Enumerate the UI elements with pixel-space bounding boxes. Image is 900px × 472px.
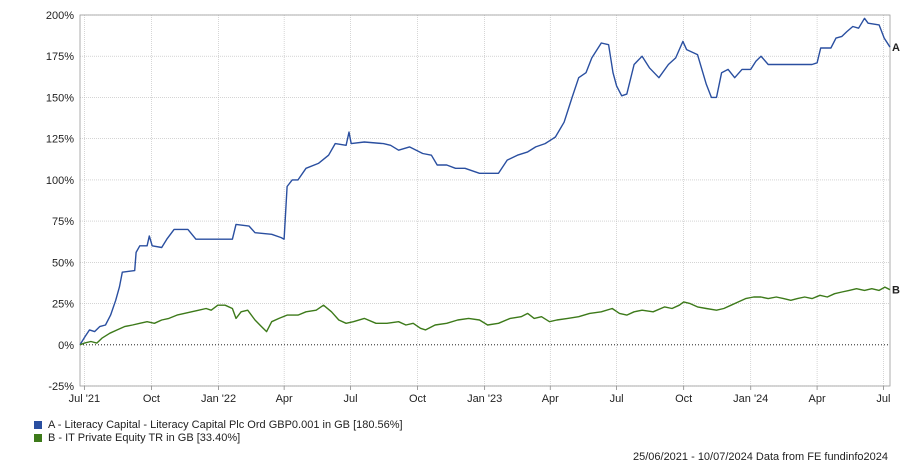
data-source-footer: 25/06/2021 - 10/07/2024 Data from FE fun…: [632, 451, 888, 463]
y-tick-label: 125%: [46, 134, 74, 146]
y-tick-label: -25%: [48, 381, 74, 393]
y-tick-label: 100%: [46, 175, 74, 187]
x-tick-label: Jan '22: [201, 393, 236, 405]
x-tick-label: Jan '23: [467, 393, 502, 405]
axes: [79, 14, 891, 390]
x-tick-label: Oct: [143, 393, 160, 405]
legend-swatch-b: [34, 433, 42, 442]
series: [79, 17, 891, 346]
series-end-label-a: A: [892, 42, 900, 54]
series-end-label-b: B: [892, 285, 900, 297]
legend-label-a: A - Literacy Capital - Literacy Capital …: [48, 418, 403, 431]
x-tick-label: Apr: [809, 393, 826, 405]
y-tick-label: 150%: [46, 92, 74, 104]
x-tick-label: Apr: [542, 393, 559, 405]
x-tick-label: Jul: [610, 393, 624, 405]
y-tick-label: 75%: [52, 216, 74, 228]
gridlines: [80, 14, 890, 387]
legend-item-a: A - Literacy Capital - Literacy Capital …: [34, 418, 403, 431]
y-tick-label: 200%: [46, 10, 74, 22]
x-tick-label: Apr: [276, 393, 293, 405]
x-tick-label: Jul: [876, 393, 890, 405]
tick-labels: -25% 0% 25% 50% 75% 100% 125% 150% 175% 200% Jul '…: [46, 10, 900, 405]
y-tick-label: 25%: [52, 299, 74, 311]
x-tick-label: Oct: [675, 393, 692, 405]
legend: A - Literacy Capital - Literacy Capital …: [34, 418, 403, 444]
x-tick-label: Jul: [343, 393, 357, 405]
series-line-b: [79, 286, 891, 346]
x-tick-label: Oct: [409, 393, 426, 405]
legend-label-b: B - IT Private Equity TR in GB [33.40%]: [48, 431, 241, 444]
y-tick-label: 0%: [58, 340, 74, 352]
plot-frame: [79, 14, 891, 387]
y-tick-label: 175%: [46, 51, 74, 63]
y-tick-label: 50%: [52, 257, 74, 269]
x-tick-label: Jan '24: [733, 393, 768, 405]
x-tick-label: Jul '21: [69, 393, 100, 405]
series-line-a: [79, 17, 891, 346]
legend-item-b: B - IT Private Equity TR in GB [33.40%]: [34, 431, 403, 444]
legend-swatch-a: [34, 420, 42, 429]
